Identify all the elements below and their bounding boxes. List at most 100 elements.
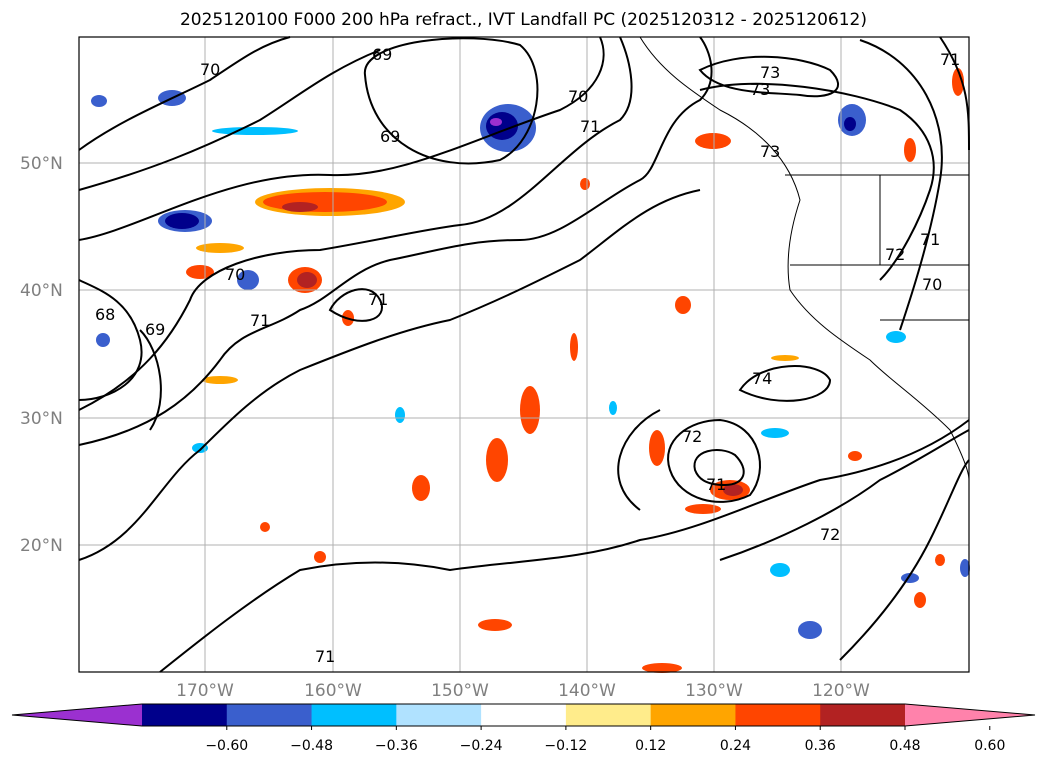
contour-label: 72 — [682, 427, 702, 446]
colorbar-outline — [11, 703, 1036, 727]
graticule — [79, 37, 969, 672]
negative-anomaly-area — [798, 621, 822, 639]
positive-anomaly-area — [263, 192, 387, 212]
positive-anomaly-area — [771, 355, 799, 361]
positive-anomaly-area — [675, 296, 691, 314]
lon-label: 160°W — [304, 681, 362, 701]
contour-label: 74 — [752, 369, 772, 388]
latitude-labels: 50°N 40°N 30°N 20°N — [20, 154, 63, 556]
negative-anomaly-area — [609, 401, 617, 415]
lat-label: 20°N — [20, 536, 63, 556]
colorbar-tick-label: 0.48 — [889, 738, 920, 754]
contour-label: 71 — [250, 311, 270, 330]
contour-label: 70 — [225, 265, 245, 284]
colorbar-tick-label: 0.12 — [635, 738, 666, 754]
lon-label: 130°W — [685, 681, 743, 701]
positive-anomaly-area — [486, 438, 508, 482]
colorbar-segment — [481, 704, 567, 726]
colorbar-tick-label: −0.36 — [375, 738, 418, 754]
colorbar-tick-label: −0.12 — [544, 738, 587, 754]
longitude-labels: 170°W 160°W 150°W 140°W 130°W 120°W — [176, 681, 870, 701]
colorbar-segment — [142, 704, 228, 726]
lon-label: 120°W — [812, 681, 870, 701]
contour-label: 69 — [372, 45, 392, 64]
lon-label: 150°W — [431, 681, 489, 701]
contour-label: 71 — [920, 230, 940, 249]
negative-anomaly-area — [237, 270, 259, 290]
positive-anomaly-area — [685, 504, 721, 514]
lat-label: 30°N — [20, 409, 63, 429]
colorbar-segment — [565, 704, 652, 726]
colorbar-tick-label: −0.48 — [290, 738, 333, 754]
positive-anomaly-area — [186, 265, 214, 279]
positive-anomaly-area — [260, 522, 270, 532]
negative-anomaly-area — [165, 213, 199, 229]
lon-label: 140°W — [558, 681, 616, 701]
colorbar-tick-label: 0.24 — [720, 738, 751, 754]
contour-label: 71 — [315, 647, 335, 666]
contour-label: 71 — [706, 475, 726, 494]
negative-anomaly-area — [91, 95, 107, 107]
colorbar-tick-label: 0.36 — [805, 738, 836, 754]
colorbar-segment — [311, 704, 397, 726]
positive-anomaly-area — [848, 451, 862, 461]
positive-anomaly-area — [649, 430, 665, 466]
colorbar-tick-label: −0.60 — [205, 738, 248, 754]
positive-anomaly-area — [935, 554, 945, 566]
negative-anomaly-area — [886, 331, 906, 343]
map-title: 2025120100 F000 200 hPa refract., IVT La… — [179, 10, 867, 30]
negative-anomaly-area — [761, 428, 789, 438]
positive-anomaly-area — [952, 68, 964, 96]
refractivity-contours — [78, 36, 970, 673]
positive-anomaly-area — [695, 133, 731, 149]
positive-anomaly-area — [282, 202, 318, 212]
contour-label: 71 — [580, 117, 600, 136]
positive-anomaly-area — [914, 592, 926, 608]
colorbar: −0.60 −0.48 −0.36 −0.24 −0.12 0.12 0.24 0.36 0.4… — [11, 703, 1036, 754]
negative-anomaly-area — [490, 118, 502, 126]
negative-anomaly-area — [395, 407, 405, 423]
negative-anomaly-area — [212, 127, 298, 135]
contour-label: 68 — [95, 305, 115, 324]
contour-label: 70 — [922, 275, 942, 294]
negative-anomaly-area — [96, 333, 110, 347]
negative-anomaly-area — [960, 559, 970, 577]
contour-label: 71 — [368, 290, 388, 309]
positive-anomaly-area — [580, 178, 590, 190]
colorbar-segment — [820, 704, 906, 726]
colorbar-segment — [650, 704, 736, 726]
positive-anomaly-area — [202, 376, 238, 384]
contour-label: 71 — [940, 50, 960, 69]
contour-label: 73 — [760, 142, 780, 161]
positive-anomaly-area — [904, 138, 916, 162]
colorbar-tick-label: −0.24 — [460, 738, 503, 754]
positive-anomaly-area — [570, 333, 578, 361]
colorbar-segment — [735, 704, 821, 726]
positive-anomaly-area — [723, 484, 743, 496]
lat-label: 40°N — [20, 281, 63, 301]
positive-anomaly-area — [412, 475, 430, 501]
contour-labels: 70 69 70 71 73 73 71 69 73 70 71 68 69 7… — [95, 45, 960, 666]
colorbar-min-extend — [12, 704, 142, 726]
positive-anomaly-area — [642, 663, 682, 673]
lat-label: 50°N — [20, 154, 63, 174]
contour-label: 69 — [380, 127, 400, 146]
lon-label: 170°W — [176, 681, 234, 701]
positive-anomaly-area — [196, 243, 244, 253]
contour-label: 70 — [568, 87, 588, 106]
contour-label: 70 — [200, 60, 220, 79]
colorbar-tick-label: 0.60 — [974, 738, 1005, 754]
contour-label: 72 — [820, 525, 840, 544]
colorbar-segment — [396, 704, 482, 726]
contour-label: 69 — [145, 320, 165, 339]
map-frame — [78, 36, 970, 673]
negative-anomaly-area — [770, 563, 790, 577]
colorbar-max-extend — [905, 704, 1035, 726]
positive-anomaly-area — [314, 551, 326, 563]
colorbar-segment — [226, 704, 313, 726]
coastlines — [639, 36, 970, 481]
contour-label: 73 — [750, 80, 770, 99]
contour-label: 73 — [760, 63, 780, 82]
negative-anomaly-area — [844, 117, 856, 131]
